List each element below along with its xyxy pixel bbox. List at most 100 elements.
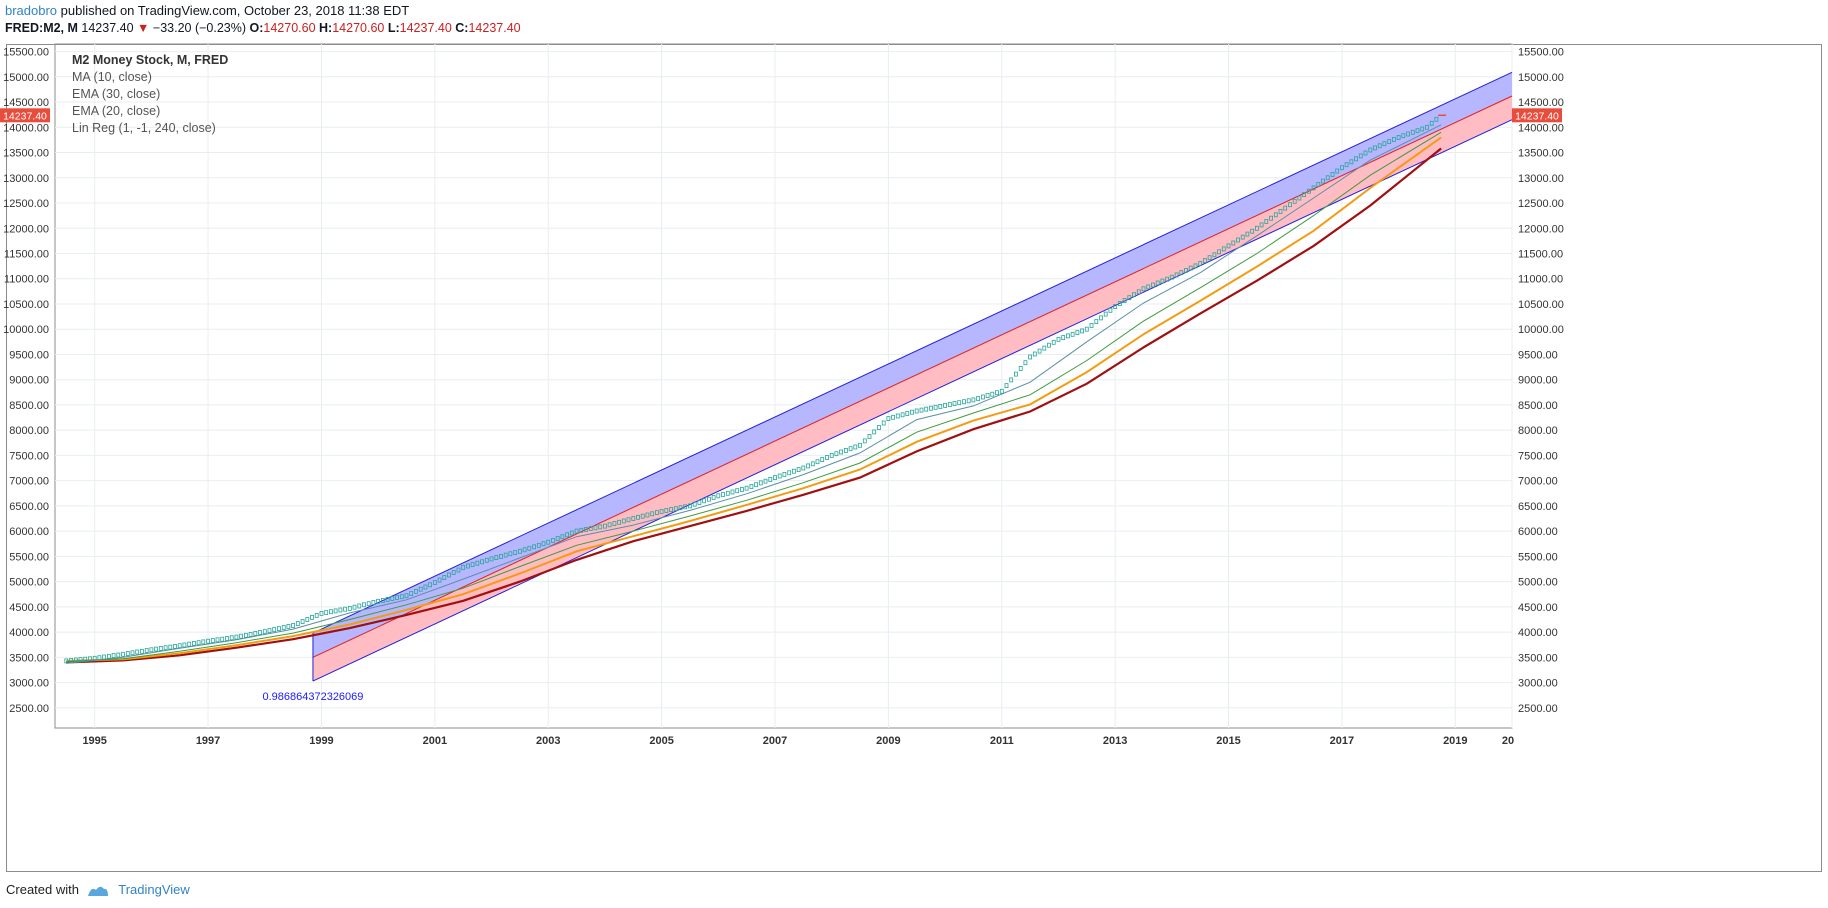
y-tick-left: 13500.00 bbox=[3, 148, 49, 160]
legend-item-ma10[interactable]: MA (10, close) bbox=[72, 70, 152, 84]
price-candle bbox=[565, 532, 569, 538]
price-candle bbox=[1118, 301, 1122, 306]
price-candle bbox=[551, 538, 555, 543]
y-tick-left: 4500.00 bbox=[9, 602, 49, 614]
channel-lower-line bbox=[312, 119, 1513, 682]
price-tag-right bbox=[1512, 108, 1562, 123]
price-candle bbox=[881, 420, 886, 426]
y-tick-right: 11500.00 bbox=[1518, 248, 1563, 260]
price-candle bbox=[962, 399, 966, 405]
price-candle bbox=[574, 528, 579, 534]
legend-title[interactable]: M2 Money Stock, M, FRED bbox=[72, 53, 229, 67]
price-candle bbox=[262, 629, 267, 634]
price-candle bbox=[206, 638, 211, 644]
price-candle bbox=[758, 480, 763, 486]
price-candle bbox=[1160, 278, 1165, 284]
y-tick-left: 14000.00 bbox=[3, 122, 49, 134]
price-candle bbox=[995, 390, 999, 396]
price-candle bbox=[428, 582, 433, 588]
price-candle bbox=[107, 653, 111, 659]
price-candle bbox=[617, 519, 621, 525]
y-tick-right: 7500.00 bbox=[1518, 450, 1558, 462]
price-candle bbox=[1335, 168, 1340, 174]
legend-item-ema20[interactable]: EMA (20, close) bbox=[72, 104, 161, 118]
price-candle bbox=[1009, 377, 1014, 383]
price-candle bbox=[867, 433, 872, 439]
price-candle bbox=[777, 473, 782, 479]
price-candle bbox=[1113, 304, 1118, 309]
y-tick-right: 14500.00 bbox=[1518, 97, 1564, 109]
price-candle bbox=[1321, 178, 1325, 184]
price-candle bbox=[1080, 328, 1084, 334]
open-value: 14270.60 bbox=[263, 21, 316, 35]
price-candle bbox=[905, 411, 910, 416]
y-tick-left: 15000.00 bbox=[3, 72, 49, 84]
x-tick: 2011 bbox=[990, 735, 1014, 747]
price-candle bbox=[877, 425, 881, 430]
price-candle bbox=[1415, 128, 1420, 134]
price-candle bbox=[754, 482, 758, 488]
price-tag-left-text: 14237.40 bbox=[3, 110, 47, 122]
price-candle bbox=[782, 471, 787, 477]
price-candle bbox=[92, 655, 97, 661]
legend-item-linreg[interactable]: Lin Reg (1, -1, 240, close) bbox=[72, 121, 216, 135]
price-candle bbox=[579, 527, 584, 533]
price-candle bbox=[853, 444, 858, 450]
price-candle bbox=[220, 636, 225, 642]
y-tick-left: 6500.00 bbox=[9, 501, 49, 513]
price-candle bbox=[711, 495, 716, 500]
symbol-label: FRED:M2, M bbox=[5, 21, 78, 35]
price-candle bbox=[1406, 131, 1410, 137]
price-candle bbox=[858, 442, 862, 448]
price-candle bbox=[1226, 243, 1231, 249]
price-candle bbox=[423, 584, 428, 590]
price-candle bbox=[976, 396, 980, 401]
price-candle bbox=[607, 522, 612, 528]
x-tick: 1999 bbox=[309, 735, 333, 747]
legend-item-ema30[interactable]: EMA (30, close) bbox=[72, 87, 161, 101]
y-tick-right: 7000.00 bbox=[1518, 476, 1558, 488]
price-candle bbox=[820, 457, 825, 463]
price-candles bbox=[64, 116, 1439, 664]
price-candle bbox=[914, 408, 919, 414]
y-tick-right: 6500.00 bbox=[1518, 501, 1558, 513]
y-tick-left: 12000.00 bbox=[3, 223, 49, 235]
price-candle bbox=[267, 628, 272, 633]
tradingview-logo-icon[interactable] bbox=[87, 884, 109, 898]
price-candle bbox=[829, 452, 834, 458]
price-candle bbox=[707, 496, 711, 502]
price-candle bbox=[475, 560, 480, 566]
y-tick-left: 14500.00 bbox=[3, 97, 49, 109]
y-tick-left: 11000.00 bbox=[4, 274, 49, 286]
price-candle bbox=[272, 627, 277, 632]
price-candle bbox=[886, 416, 891, 422]
price-candle bbox=[116, 652, 121, 658]
price-candle bbox=[418, 586, 423, 592]
price-candle bbox=[1198, 261, 1203, 267]
price-candle bbox=[1259, 222, 1264, 228]
y-tick-right: 4000.00 bbox=[1518, 627, 1558, 639]
price-candle bbox=[1330, 171, 1335, 177]
price-candle bbox=[749, 484, 754, 489]
x-tick: 2005 bbox=[649, 735, 673, 747]
ema20-green-line bbox=[66, 131, 1442, 662]
y-tick-right: 12000.00 bbox=[1518, 223, 1564, 235]
price-candle bbox=[324, 610, 329, 615]
price-candle bbox=[910, 409, 914, 415]
y-tick-right: 9500.00 bbox=[1518, 349, 1558, 361]
x-tick: 2007 bbox=[763, 735, 787, 747]
price-candle bbox=[135, 649, 140, 655]
y-tick-right: 5000.00 bbox=[1518, 577, 1558, 589]
channel-lower-fill bbox=[312, 95, 1512, 682]
price-candle bbox=[1363, 150, 1368, 156]
author-link[interactable]: bradobro bbox=[5, 3, 58, 18]
price-candle bbox=[1387, 139, 1392, 145]
y-tick-left: 4000.00 bbox=[9, 627, 49, 639]
price-candle bbox=[636, 514, 640, 520]
tradingview-link[interactable]: TradingView bbox=[118, 882, 190, 897]
price-candle bbox=[191, 641, 196, 646]
low-value: 14237.40 bbox=[399, 21, 452, 35]
price-candle bbox=[1264, 219, 1269, 224]
open-label: O: bbox=[249, 21, 264, 35]
